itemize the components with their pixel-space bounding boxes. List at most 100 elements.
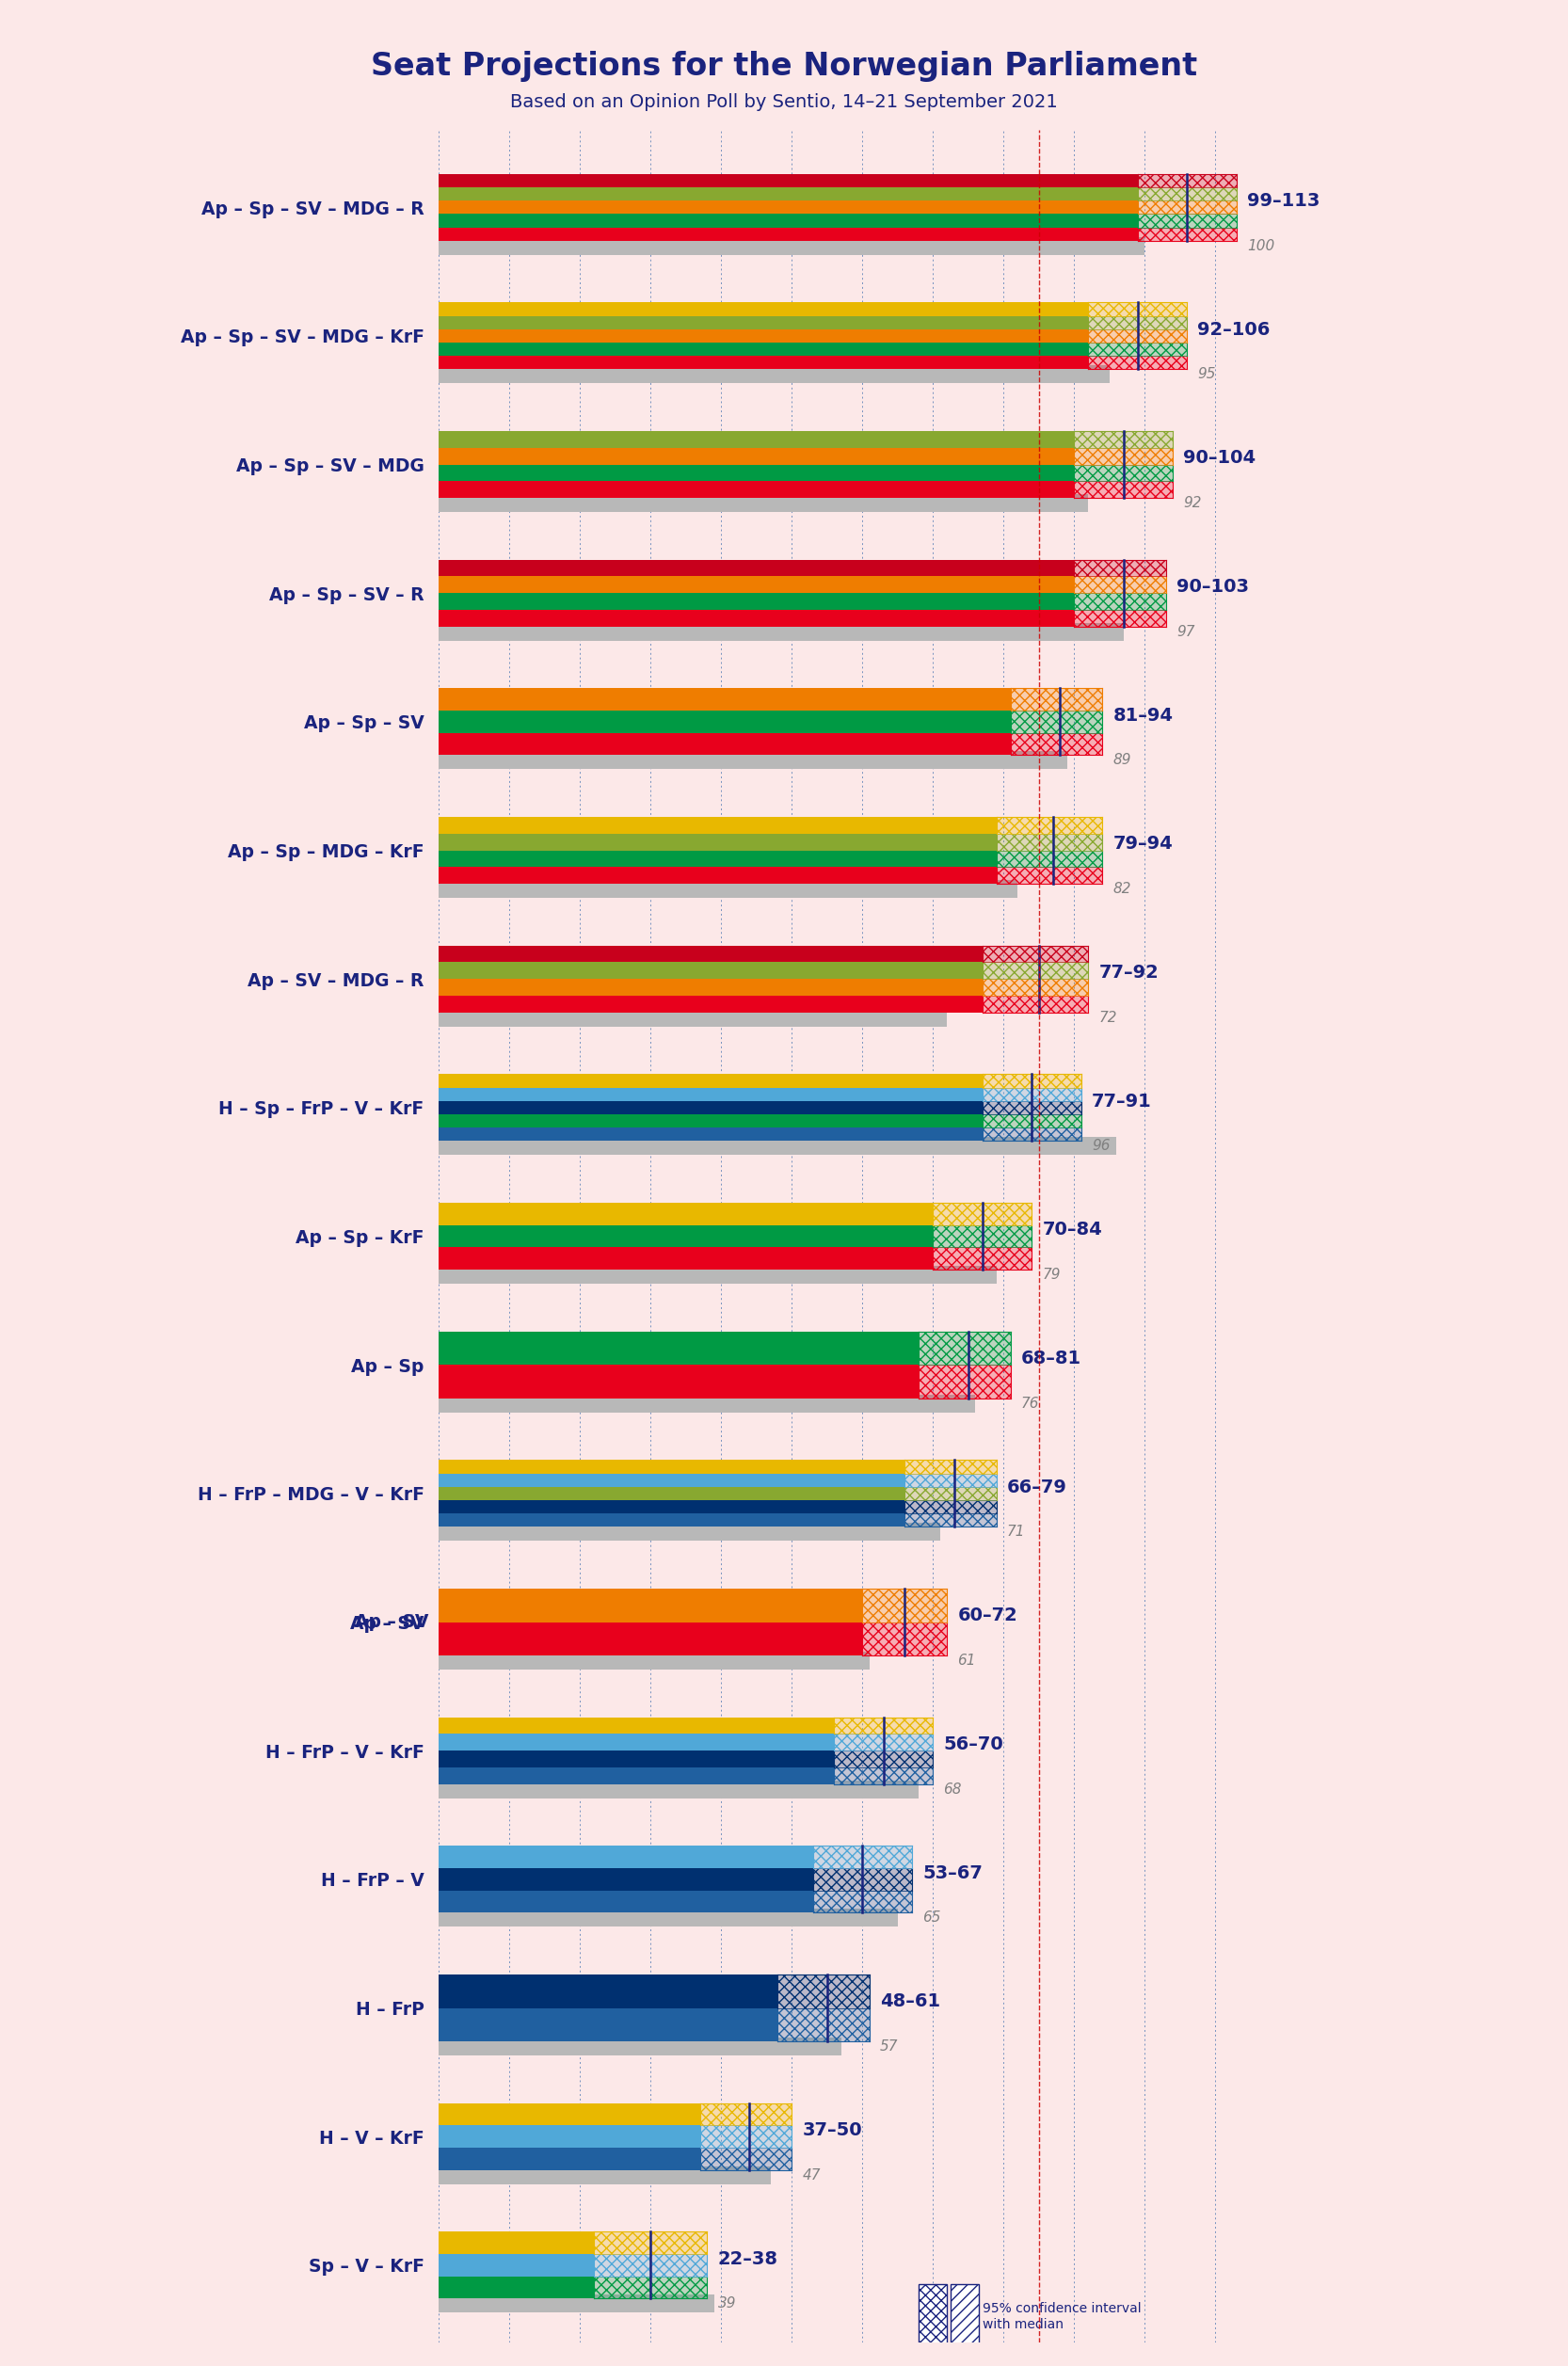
Bar (862, 1623, 947, 1656)
Bar (982, 1129, 1080, 1140)
Bar (834, 1734, 933, 1751)
Bar (1088, 315, 1187, 329)
Bar (439, 2125, 699, 2148)
Bar (439, 1474, 905, 1486)
Bar (919, 1332, 1010, 1365)
Bar (439, 1247, 933, 1271)
Bar (1010, 710, 1102, 733)
Bar (905, 1486, 997, 1500)
Text: 99–113: 99–113 (1247, 192, 1320, 211)
Bar (933, 1202, 1032, 1226)
Bar (933, 1226, 1032, 1247)
Bar (834, 1734, 933, 1751)
Text: 100: 100 (1247, 239, 1275, 253)
Bar (439, 996, 982, 1013)
Bar (1074, 447, 1173, 464)
Bar (905, 1486, 997, 1500)
Bar (439, 980, 982, 996)
Bar (439, 329, 1088, 343)
Bar (862, 1588, 947, 1623)
Bar (933, 1226, 1032, 1247)
Bar (1088, 329, 1187, 343)
Text: 66–79: 66–79 (1007, 1479, 1068, 1495)
Text: 68–81: 68–81 (1021, 1349, 1082, 1368)
Text: 95% confidence interval
with median: 95% confidence interval with median (982, 2302, 1142, 2331)
Bar (982, 1088, 1080, 1100)
Bar (439, 227, 1137, 241)
Bar (1074, 610, 1165, 627)
Bar (439, 1500, 905, 1514)
Bar (1010, 689, 1102, 710)
Bar (439, 1734, 834, 1751)
Bar (1074, 431, 1173, 447)
Bar (439, 237, 1145, 256)
Bar (439, 173, 1137, 187)
Bar (834, 1751, 933, 1767)
Bar (905, 1474, 997, 1486)
Bar (919, 2286, 947, 2349)
Text: 89: 89 (1113, 752, 1131, 767)
Bar (933, 1247, 1032, 1271)
Bar (982, 946, 1088, 963)
Bar (982, 1088, 1080, 1100)
Text: 72: 72 (1099, 1010, 1116, 1024)
Bar (982, 996, 1088, 1013)
Text: 56–70: 56–70 (944, 1734, 1004, 1753)
Bar (439, 1138, 1116, 1155)
Bar (1074, 480, 1173, 497)
Bar (439, 2148, 699, 2170)
Bar (834, 1767, 933, 1784)
Bar (905, 1514, 997, 1526)
Bar (812, 1845, 911, 1869)
Bar (1074, 594, 1165, 610)
Bar (439, 1869, 812, 1890)
Text: 22–38: 22–38 (718, 2250, 778, 2267)
Bar (439, 2103, 699, 2125)
Bar (439, 343, 1088, 355)
Bar (778, 2009, 869, 2042)
Bar (439, 213, 1137, 227)
Text: 90–104: 90–104 (1184, 450, 1256, 466)
Bar (439, 1129, 982, 1140)
Text: 76: 76 (1021, 1396, 1040, 1410)
Bar (1074, 561, 1165, 577)
Bar (1010, 710, 1102, 733)
Text: 79: 79 (1043, 1268, 1060, 1282)
Bar (997, 833, 1102, 849)
Bar (997, 866, 1102, 885)
Text: 77–92: 77–92 (1099, 963, 1159, 982)
Bar (1088, 343, 1187, 355)
Bar (439, 2009, 778, 2042)
Bar (594, 2231, 707, 2255)
Bar (699, 2103, 792, 2125)
Bar (1074, 610, 1165, 627)
Bar (1074, 447, 1173, 464)
Bar (834, 1718, 933, 1734)
Text: 47: 47 (803, 2167, 820, 2181)
Bar (439, 866, 997, 885)
Bar (1137, 227, 1236, 241)
Bar (439, 431, 1074, 447)
Bar (982, 980, 1088, 996)
Bar (1088, 303, 1187, 315)
Text: 39: 39 (718, 2297, 735, 2312)
Bar (439, 1845, 812, 1869)
Text: Based on an Opinion Poll by Sentio, 14–21 September 2021: Based on an Opinion Poll by Sentio, 14–2… (510, 92, 1058, 111)
Bar (1010, 733, 1102, 755)
Text: 81–94: 81–94 (1113, 707, 1173, 724)
Bar (439, 1976, 778, 2009)
Bar (1137, 173, 1236, 187)
Bar (439, 1751, 834, 1767)
Bar (997, 833, 1102, 849)
Text: 96: 96 (1091, 1138, 1110, 1152)
Bar (905, 1474, 997, 1486)
Bar (439, 303, 1088, 315)
Bar (439, 594, 1074, 610)
Text: Seat Projections for the Norwegian Parliament: Seat Projections for the Norwegian Parli… (370, 50, 1198, 83)
Bar (699, 2125, 792, 2148)
Bar (439, 315, 1088, 329)
Bar (439, 1114, 982, 1129)
Bar (439, 2167, 770, 2184)
Bar (439, 1718, 834, 1734)
Text: 65: 65 (922, 1912, 941, 1926)
